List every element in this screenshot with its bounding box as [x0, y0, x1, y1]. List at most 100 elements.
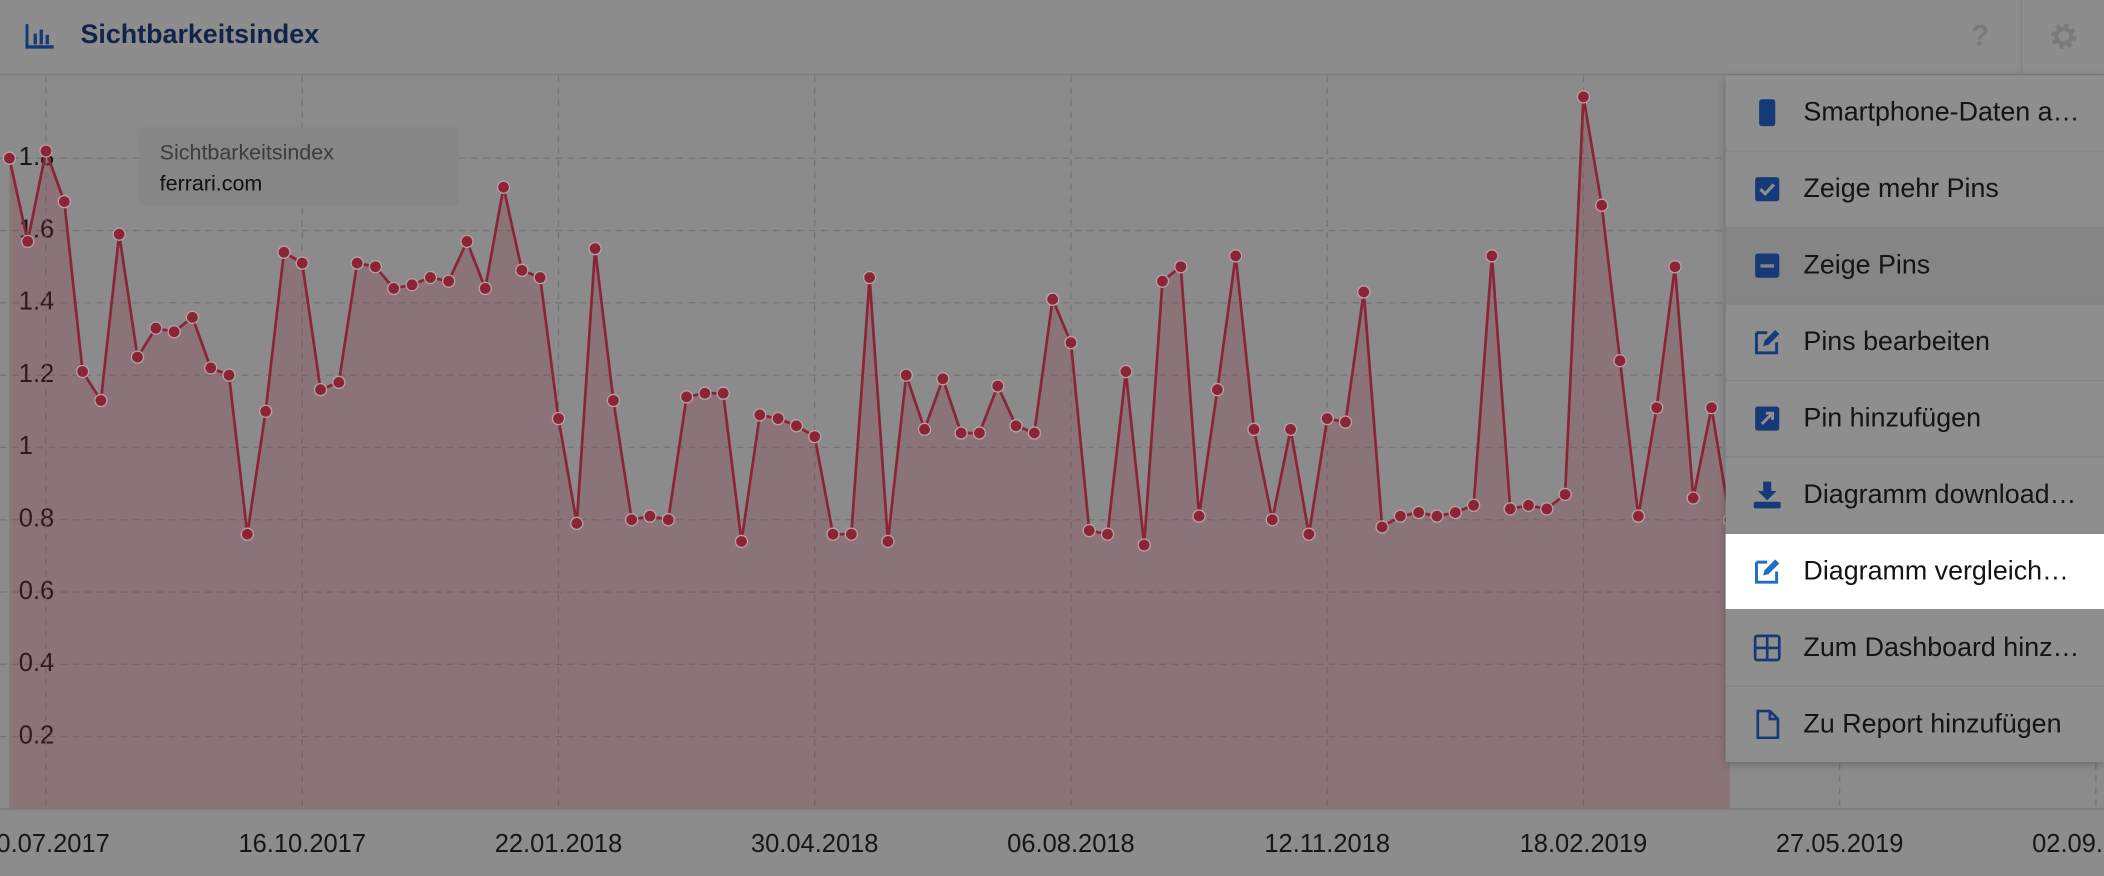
menu-label: Pins bearbeiten — [1803, 326, 1990, 357]
data-point — [222, 368, 236, 382]
data-point — [844, 527, 859, 541]
menu-item[interactable]: Diagramm download… — [1725, 457, 2104, 534]
data-point — [1540, 502, 1554, 516]
menu-item[interactable]: Zu Report hinzufügen — [1726, 687, 2104, 762]
menu-item[interactable]: Zeige mehr Pins — [1725, 152, 2104, 229]
header-title: Sichtbarkeitsindex — [80, 20, 320, 50]
data-point — [1393, 509, 1408, 523]
data-point — [313, 382, 328, 397]
data-point — [1357, 285, 1371, 299]
icon — [1755, 253, 1780, 278]
data-point — [441, 274, 456, 288]
data-point — [1668, 259, 1682, 274]
menu-label: Smartphone-Daten a… — [1803, 97, 2080, 127]
data-point — [204, 361, 218, 375]
data-point — [368, 259, 383, 274]
data-point — [1375, 520, 1389, 534]
menu-label: Pin hinzufügen — [1803, 403, 1981, 433]
data-point — [1613, 353, 1627, 368]
data-point — [1649, 400, 1664, 415]
icon — [1754, 330, 1780, 355]
x-tick-label: 18.02.2019 — [1520, 830, 1648, 858]
data-point — [350, 256, 364, 270]
y-tick-label: 0.8 — [19, 504, 54, 532]
menu-item[interactable]: Zum Dashboard hinz… — [1725, 610, 2104, 687]
data-point — [1009, 419, 1023, 433]
dropdown-menu: Smartphone-Daten a… Zeige mehr Pins Zeig… — [1725, 75, 2104, 762]
data-point — [606, 393, 621, 408]
data-point — [39, 144, 53, 158]
data-point — [1265, 513, 1279, 527]
divider — [2020, 0, 2023, 74]
menu-label: Diagramm download… — [1803, 479, 2077, 510]
x-tick-label: 10.07.2017 — [0, 830, 110, 858]
data-point — [423, 270, 438, 285]
menu-item[interactable]: Diagramm vergleich… — [1725, 533, 2104, 611]
data-point — [1704, 400, 1719, 415]
chart-icon — [25, 24, 54, 49]
menu-label: Zeige mehr Pins — [1803, 173, 1999, 204]
area — [9, 96, 1730, 809]
icon — [1755, 406, 1780, 431]
data-point — [515, 263, 529, 278]
settings-button[interactable] — [2049, 21, 2079, 51]
menu-label: Zum Dashboard hinz… — [1803, 632, 2080, 663]
data-point — [936, 372, 950, 386]
x-tick-label: 30.04.2018 — [751, 830, 879, 858]
icon — [1753, 481, 1781, 509]
data-point — [1558, 487, 1572, 502]
data-point — [679, 390, 694, 404]
data-point — [57, 194, 72, 209]
x-tick-label: 16.10.2017 — [238, 830, 366, 858]
menu-item[interactable]: Pins bearbeiten — [1725, 305, 2104, 381]
menu-item[interactable]: Pin hinzufügen — [1725, 381, 2104, 458]
x-tick-label: 02.09.2019 — [2032, 830, 2104, 858]
data-point — [1137, 538, 1151, 552]
data-point — [881, 534, 895, 549]
data-point — [460, 234, 474, 249]
data-point — [1448, 505, 1463, 520]
data-point — [1027, 426, 1042, 440]
x-tick-label: 12.11.2018 — [1264, 830, 1390, 858]
data-point — [20, 234, 35, 249]
menu-label: Diagramm vergleich… — [1803, 556, 2069, 586]
data-point — [1631, 509, 1646, 523]
x-tick-label: 06.08.2018 — [1007, 830, 1135, 858]
data-point — [643, 509, 657, 523]
data-point — [94, 393, 108, 408]
icon — [1755, 177, 1780, 202]
data-point — [277, 245, 291, 259]
data-point — [478, 281, 492, 296]
data-point — [1338, 415, 1353, 429]
data-point — [1485, 249, 1499, 263]
data-point — [1411, 505, 1426, 520]
tooltip: Sichtbarkeitsindex ferrari.com — [139, 127, 459, 206]
help-button[interactable]: ? — [1971, 18, 1990, 53]
menu-item[interactable]: Zeige Pins — [1725, 228, 2104, 305]
data-point — [1119, 364, 1133, 379]
data-point — [1228, 249, 1243, 263]
data-point — [1595, 198, 1609, 212]
y-tick-label: 0.6 — [19, 577, 54, 605]
data-point — [1082, 523, 1096, 538]
data-point — [826, 527, 840, 541]
menu-item[interactable]: Smartphone-Daten a… — [1725, 75, 2104, 152]
data-point — [1192, 509, 1206, 523]
data-point — [2, 151, 17, 165]
data-point — [75, 364, 90, 379]
data-point — [1210, 382, 1225, 397]
data-point — [1503, 502, 1517, 516]
x-tick-label: 27.05.2019 — [1776, 830, 1904, 858]
data-point — [716, 386, 730, 400]
data-point — [258, 404, 273, 419]
x-tick-label: 22.01.2018 — [495, 830, 623, 858]
data-point — [1064, 335, 1078, 350]
data-point — [1576, 90, 1591, 104]
data-point — [1430, 509, 1444, 523]
data-point — [112, 227, 126, 241]
data-point — [1155, 274, 1170, 288]
data-point — [185, 310, 200, 325]
y-tick-label: 1.2 — [19, 360, 54, 388]
